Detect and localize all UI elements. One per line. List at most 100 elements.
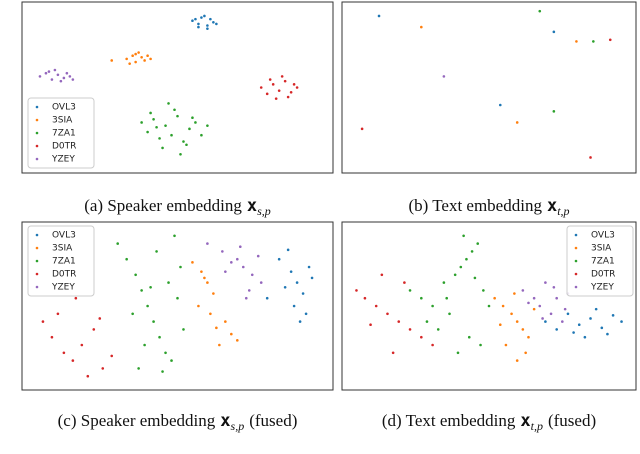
point xyxy=(194,17,197,21)
point xyxy=(259,86,263,89)
point xyxy=(515,320,519,323)
point xyxy=(149,57,152,61)
point xyxy=(289,270,293,273)
point xyxy=(442,75,446,78)
legend-marker xyxy=(35,131,39,135)
legend-label: OVL3 xyxy=(52,231,76,241)
plot-frame xyxy=(21,221,334,391)
point xyxy=(167,281,170,284)
point xyxy=(397,320,401,323)
point xyxy=(583,335,587,339)
point xyxy=(155,125,158,129)
point xyxy=(191,19,194,23)
point xyxy=(482,289,485,292)
plot-frame xyxy=(341,1,637,174)
point xyxy=(268,78,272,81)
caption-symbol: x xyxy=(220,411,230,431)
point xyxy=(131,312,134,316)
legend-box xyxy=(27,225,95,297)
point xyxy=(513,292,516,295)
point xyxy=(128,62,131,65)
point xyxy=(589,156,592,159)
legend-label: YZEY xyxy=(590,283,614,293)
point xyxy=(250,273,254,277)
point xyxy=(363,296,367,300)
point xyxy=(110,59,114,62)
legend-marker xyxy=(35,157,39,161)
point xyxy=(182,140,185,143)
point xyxy=(92,328,96,331)
point xyxy=(277,89,281,92)
point xyxy=(203,276,206,280)
legend-marker xyxy=(574,285,578,289)
point xyxy=(203,14,206,18)
point xyxy=(527,335,530,339)
point xyxy=(65,71,69,75)
point xyxy=(286,248,290,252)
point xyxy=(265,92,269,96)
point xyxy=(521,328,525,331)
point xyxy=(538,9,542,13)
point xyxy=(173,234,176,238)
point xyxy=(200,133,203,137)
point xyxy=(158,137,161,140)
point xyxy=(431,343,434,347)
point xyxy=(436,328,440,331)
point xyxy=(176,296,179,300)
legend-label: 7ZA1 xyxy=(591,257,615,267)
legend-marker xyxy=(35,233,39,237)
point xyxy=(552,285,556,289)
point xyxy=(563,307,567,311)
point xyxy=(608,38,612,42)
legend-label: YZEY xyxy=(51,155,75,165)
caption: (a) Speaker embedding xs,p xyxy=(84,196,271,218)
caption: (c) Speaker embedding xs,p (fused) xyxy=(58,411,298,433)
legend-box xyxy=(27,97,95,169)
legend-marker xyxy=(574,233,578,237)
caption-text: (d) Text embedding xyxy=(382,411,516,430)
point xyxy=(59,79,63,83)
point xyxy=(62,351,66,355)
point xyxy=(71,78,75,81)
point xyxy=(230,332,233,336)
point xyxy=(524,351,527,355)
point xyxy=(200,16,203,19)
point xyxy=(561,320,564,323)
point xyxy=(143,59,146,62)
point xyxy=(355,289,358,292)
point xyxy=(74,296,78,300)
point xyxy=(295,86,299,89)
point xyxy=(71,359,75,362)
point xyxy=(194,121,197,124)
point xyxy=(212,21,215,24)
point xyxy=(41,320,45,323)
point xyxy=(544,281,547,284)
point xyxy=(541,317,544,320)
point xyxy=(140,55,143,59)
legend-marker xyxy=(35,246,39,250)
point xyxy=(179,265,182,269)
point xyxy=(277,257,281,261)
point xyxy=(62,76,66,80)
point xyxy=(161,370,164,373)
point xyxy=(179,152,182,156)
caption: (d) Text embedding xt,p (fused) xyxy=(382,411,596,433)
point xyxy=(182,328,185,331)
legend-label: OVL3 xyxy=(591,231,615,241)
point xyxy=(197,304,200,308)
legend-marker xyxy=(574,259,578,263)
point xyxy=(620,320,623,323)
legend-label: 7ZA1 xyxy=(52,129,76,139)
point xyxy=(125,57,128,61)
point xyxy=(292,83,296,86)
point xyxy=(191,116,194,120)
point xyxy=(420,296,423,300)
point xyxy=(515,121,519,124)
legend-label: OVL3 xyxy=(52,103,76,113)
point xyxy=(164,351,167,355)
point xyxy=(552,30,556,34)
point xyxy=(167,102,170,105)
point xyxy=(606,332,609,336)
point xyxy=(292,304,296,308)
point xyxy=(215,326,218,330)
